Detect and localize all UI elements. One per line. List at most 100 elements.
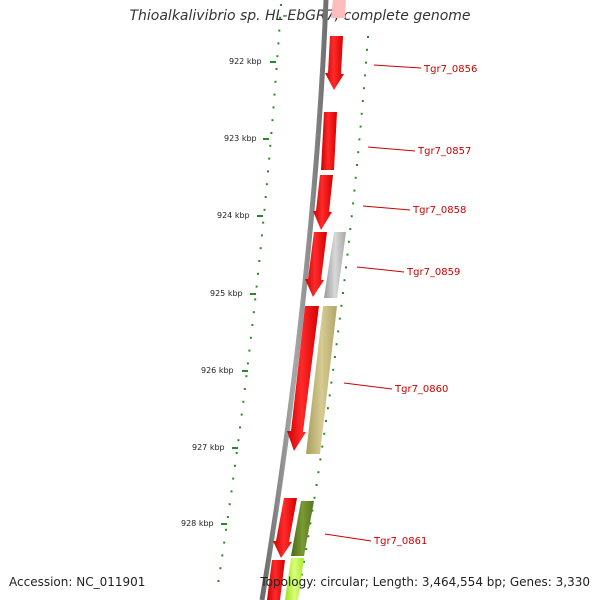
ruler-dot: [234, 464, 236, 467]
gene-dark-green[interactable]: [291, 501, 314, 556]
ruler-dot: [313, 496, 316, 499]
ruler-dot: [319, 458, 322, 461]
ruler-dot: [226, 516, 229, 518]
ruler-dot: [353, 189, 356, 192]
ruler-dot: [217, 580, 220, 582]
ruler-dot: [307, 535, 310, 538]
ruler-dot: [330, 381, 333, 384]
accession-text: Accession: NC_011901: [9, 575, 146, 589]
ruler-dot: [219, 567, 222, 570]
gene-label-0861[interactable]: Tgr7_0861: [373, 536, 427, 547]
kbp-label-925: 925 kbp: [210, 289, 243, 298]
ruler-dot: [365, 61, 367, 64]
ruler-dot: [342, 292, 344, 294]
gene-grey[interactable]: [324, 232, 346, 298]
ruler-dot: [362, 87, 365, 90]
ruler-dot: [277, 42, 280, 45]
forward-strand-genes: [267, 0, 346, 600]
ruler-dot: [271, 119, 274, 122]
ruler-dot: [332, 368, 335, 371]
ruler-dot: [333, 356, 336, 358]
ruler-dot: [268, 157, 271, 160]
ruler-dot: [251, 324, 254, 326]
ruler-dot: [300, 573, 303, 576]
ruler-dot: [264, 196, 267, 198]
ruler-dot: [323, 432, 326, 435]
ruler-dot: [305, 548, 308, 550]
ruler-dot: [265, 183, 268, 186]
ruler-dot: [317, 471, 320, 474]
ruler-dot: [309, 522, 312, 525]
ruler-dot: [270, 132, 273, 134]
ruler-dot: [269, 144, 272, 147]
kbp-label-927: 927 kbp: [192, 443, 225, 452]
gene-label-0858[interactable]: Tgr7_0858: [412, 205, 466, 216]
ruler-dot: [276, 55, 279, 58]
gene-label-0860[interactable]: Tgr7_0860: [394, 384, 448, 395]
ruler-dot: [349, 228, 352, 230]
ruler-dot: [321, 445, 324, 448]
gene-arrow-0857[interactable]: [321, 112, 337, 170]
ruler-dot: [347, 240, 350, 243]
ruler-dot: [340, 304, 343, 307]
ruler-dot: [242, 400, 245, 403]
gene-arrow-0859[interactable]: [305, 232, 327, 297]
kbp-label-923: 923 kbp: [224, 134, 257, 143]
ruler-dot: [223, 541, 226, 544]
gene-arrow-0856[interactable]: [325, 36, 344, 90]
ruler-dot: [245, 375, 248, 378]
gene-arrow-0860[interactable]: [287, 306, 319, 451]
topology-text: Topology: circular; Length: 3,464,554 bp…: [260, 575, 590, 589]
ruler-dot: [346, 253, 349, 256]
ruler-dot: [275, 68, 278, 70]
ruler-dot: [267, 170, 269, 173]
gene-arrow-0858[interactable]: [313, 175, 333, 230]
gene-label-0856[interactable]: Tgr7_0856: [423, 64, 477, 75]
ruler-dot: [240, 413, 243, 416]
ruler-dot: [352, 202, 355, 205]
gene-arrow-0861[interactable]: [273, 498, 297, 558]
ruler-dot: [272, 106, 275, 109]
ruler-dot: [356, 164, 358, 166]
ruler-dot: [367, 36, 369, 38]
kbp-label-928: 928 kbp: [181, 519, 214, 528]
ruler-dot: [246, 362, 249, 365]
gene-olive[interactable]: [306, 306, 337, 454]
ruler-dot: [258, 260, 261, 262]
ruler-dot: [273, 93, 276, 96]
gene-label-0857[interactable]: Tgr7_0857: [417, 146, 471, 157]
gene-arrow-top[interactable]: [331, 0, 346, 18]
ruler-dot: [243, 388, 246, 390]
ruler-dot: [359, 125, 362, 128]
ruler-dot: [225, 528, 228, 531]
ruler-dot: [237, 439, 240, 442]
gene-labels: Tgr7_0856 Tgr7_0857 Tgr7_0858 Tgr7_0859 …: [373, 64, 477, 547]
ruler-dot: [259, 247, 262, 250]
ruler-dot: [249, 336, 252, 339]
ruler-dot: [254, 298, 257, 301]
ruler-dot: [278, 29, 281, 32]
genome-backbone: [259, 0, 329, 600]
gene-arrow-bottom[interactable]: [267, 560, 285, 600]
ruler-dot: [230, 490, 233, 493]
ruler-dot: [257, 272, 259, 275]
ruler-dot: [303, 560, 305, 563]
ruler-dot: [358, 138, 361, 141]
ruler-dot: [235, 452, 238, 454]
gene-label-0859[interactable]: Tgr7_0859: [406, 267, 460, 278]
gene-lime[interactable]: [285, 558, 304, 600]
ruler-dot: [343, 279, 346, 282]
other-genes: [285, 232, 346, 600]
ruler-dot: [315, 484, 318, 486]
inner-dotted-ruler: [298, 36, 369, 589]
ruler-dot: [345, 266, 347, 269]
ruler-dot: [228, 503, 231, 506]
ruler-dot: [248, 349, 251, 352]
ruler-dot: [338, 317, 341, 320]
ruler-dot: [311, 509, 314, 512]
map-title: Thioalkalivibrio sp. HL-EbGR7, complete …: [129, 8, 471, 24]
ruler-dot: [337, 330, 340, 333]
ruler-dot: [350, 215, 353, 218]
ruler-dot: [364, 74, 366, 77]
